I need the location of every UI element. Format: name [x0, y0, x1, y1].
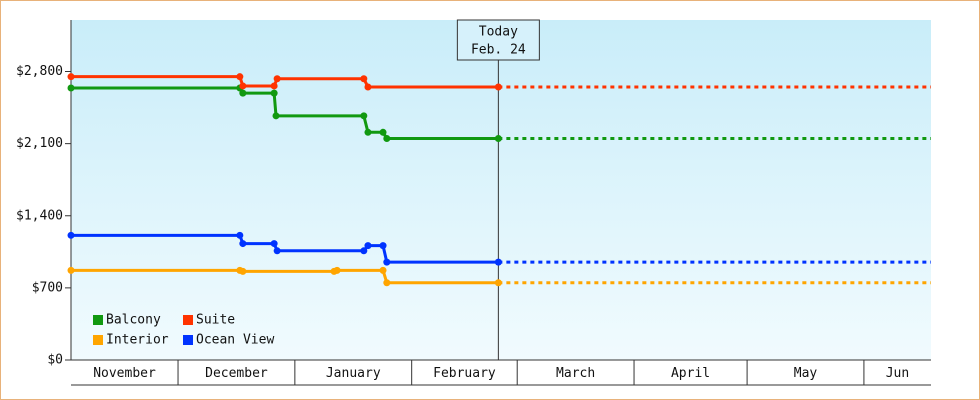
price-point — [494, 83, 502, 91]
price-point — [270, 82, 278, 90]
legend-label: Balcony — [106, 313, 161, 328]
price-line — [71, 233, 499, 264]
legend-label: Interior — [106, 333, 169, 348]
y-tick-label: $2,100 — [16, 136, 63, 151]
price-point — [494, 134, 502, 142]
today-label: Today — [479, 25, 518, 40]
price-point — [494, 258, 502, 266]
price-point — [239, 240, 247, 248]
price-point — [333, 266, 341, 274]
x-tick-label: January — [326, 366, 381, 381]
price-point — [67, 266, 75, 274]
price-point — [383, 134, 391, 142]
y-tick-label: $2,800 — [16, 64, 63, 79]
layer: $0 $700 $1,400 $2,100 $2,800 November December… — [16, 19, 931, 386]
legend-swatch — [93, 315, 103, 325]
price-point — [273, 75, 281, 83]
price-point — [270, 240, 278, 248]
price-point — [364, 242, 372, 250]
price-point — [379, 128, 387, 136]
price-point — [383, 258, 391, 266]
x-tick-label: December — [205, 366, 268, 381]
today-label: Feb. 24 — [471, 43, 526, 58]
legend-swatch — [93, 335, 103, 345]
price-point — [236, 73, 244, 81]
price-point — [239, 82, 247, 90]
plot-area — [71, 20, 931, 360]
x-tick-label: March — [556, 366, 595, 381]
y-tick-label: $700 — [32, 280, 63, 295]
x-tick-label: Jun — [886, 366, 909, 381]
legend-swatch — [183, 335, 193, 345]
legend-label: Ocean View — [196, 333, 274, 348]
price-point — [67, 73, 75, 81]
x-tick-label: November — [93, 366, 156, 381]
price-point — [273, 247, 281, 255]
legend-swatch — [183, 315, 193, 325]
price-point — [360, 75, 368, 83]
legend-label: Suite — [196, 313, 235, 328]
price-point — [494, 279, 502, 287]
price-point — [236, 231, 244, 239]
x-tick-label: April — [671, 366, 710, 381]
today-box — [456, 19, 540, 61]
y-tick-label: $1,400 — [16, 208, 63, 223]
price-point — [67, 84, 75, 92]
price-point — [270, 89, 278, 97]
price-point — [383, 279, 391, 287]
price-point — [239, 267, 247, 275]
price-point — [364, 128, 372, 136]
price-point — [360, 247, 368, 255]
price-point — [379, 242, 387, 250]
price-point — [360, 112, 368, 120]
price-point — [239, 89, 247, 97]
price-point — [364, 83, 372, 91]
price-point — [272, 112, 280, 120]
price-point — [379, 266, 387, 274]
x-tick-label: May — [794, 366, 818, 381]
y-tick-label: $0 — [47, 353, 63, 368]
price-point — [67, 231, 75, 239]
x-tick-label: February — [433, 366, 496, 381]
